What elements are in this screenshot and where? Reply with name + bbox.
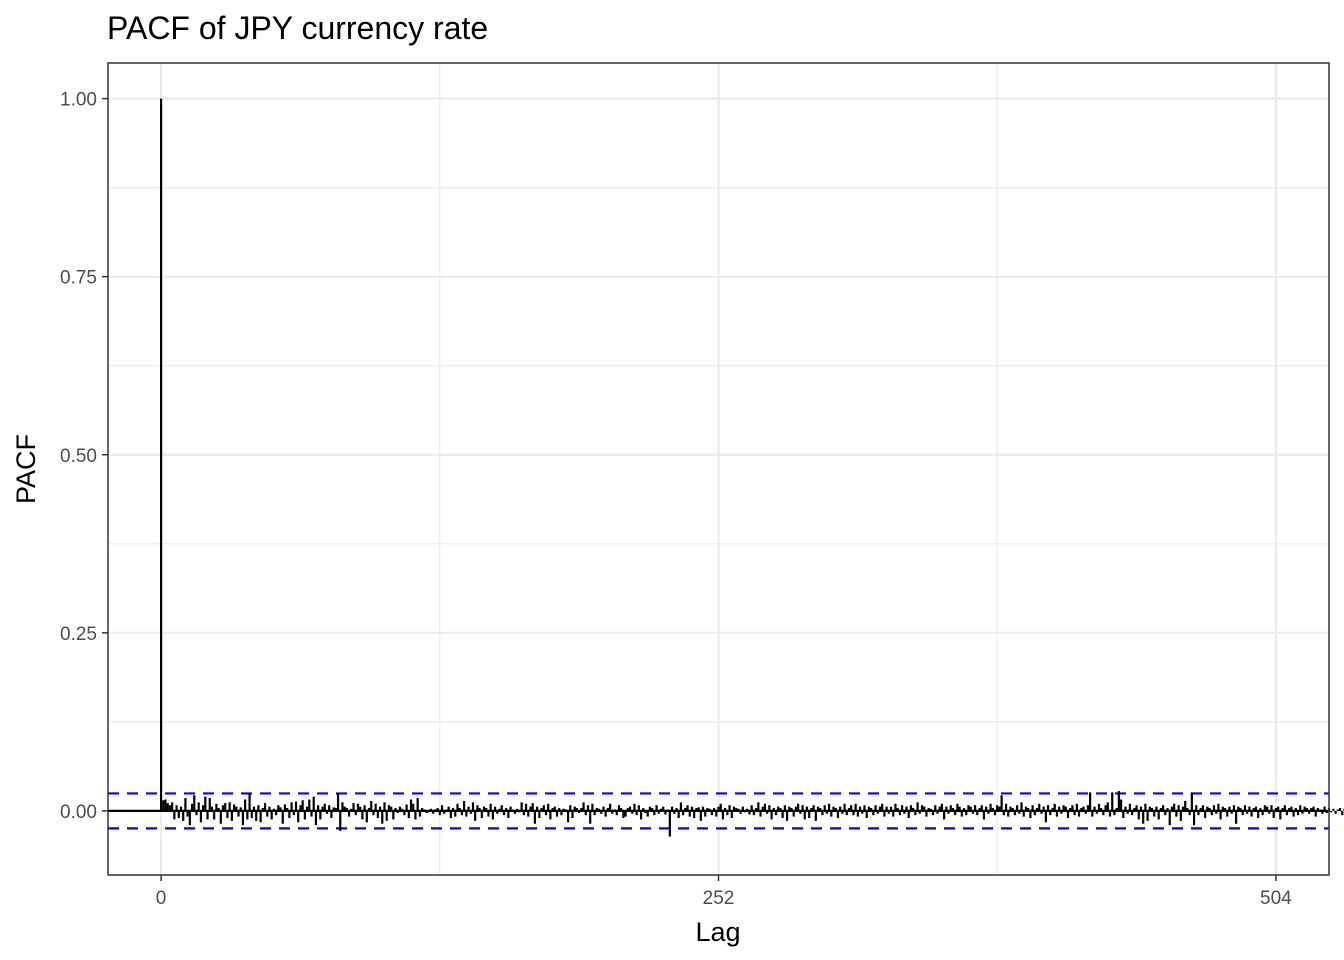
x-tick-label: 504: [1260, 888, 1292, 909]
y-tick-label: 0.75: [60, 268, 97, 289]
x-tick-label: 0: [156, 888, 167, 909]
x-axis: 0 252 504: [156, 875, 1292, 909]
y-axis-title: PACF: [11, 434, 41, 504]
y-tick-label: 1.00: [60, 90, 97, 111]
confidence-band: [108, 792, 1329, 830]
x-axis-title: Lag: [695, 917, 740, 947]
chart-title: PACF of JPY currency rate: [107, 10, 488, 46]
y-tick-label: 0.00: [60, 802, 97, 823]
x-tick-label: 252: [703, 888, 735, 909]
y-tick-label: 0.25: [60, 624, 97, 645]
y-tick-label: 0.50: [60, 446, 97, 467]
y-axis: 0.00 0.25 0.50 0.75 1.00: [60, 90, 108, 823]
pacf-bars: [159, 98, 1344, 837]
plot-panel: [107, 62, 1344, 876]
